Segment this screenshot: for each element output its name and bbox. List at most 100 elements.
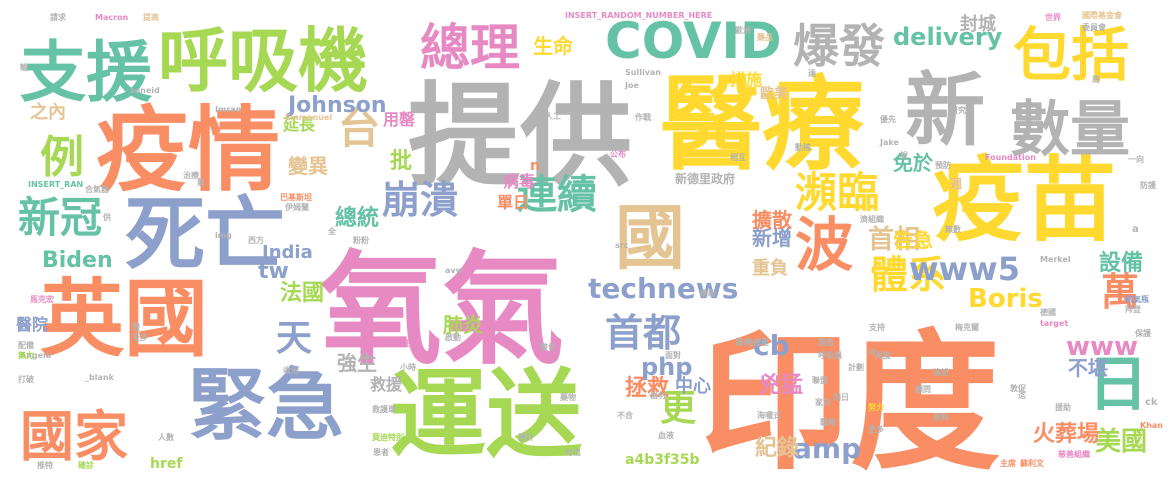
cloud-word: 國際基金會: [1082, 10, 1123, 20]
cloud-word: 肺炎: [443, 313, 483, 337]
cloud-word: 延長: [282, 115, 316, 134]
cloud-word: 提高: [143, 12, 159, 22]
cloud-word: 擴散: [752, 208, 793, 232]
cloud-word: 歐美: [760, 85, 789, 102]
cloud-word: amp: [793, 432, 861, 465]
cloud-word: 崩潰: [382, 178, 458, 222]
cloud-word: Joe: [624, 81, 639, 90]
cloud-word: 拯救: [625, 376, 669, 401]
cloud-word: n: [530, 158, 540, 174]
cloud-word: 死亡: [125, 188, 285, 281]
cloud-word: 原料: [933, 412, 949, 422]
cloud-word: 緊急: [188, 361, 344, 451]
cloud-word: 製造: [817, 337, 834, 347]
cloud-word: 更: [660, 388, 697, 429]
cloud-word: 至多: [132, 332, 148, 342]
cloud-word: 世界: [1045, 12, 1062, 22]
cloud-word: 美國: [1095, 426, 1147, 457]
cloud-word: avw: [445, 266, 464, 275]
cloud-word: 波: [795, 211, 853, 279]
cloud-word: 確診: [78, 460, 95, 470]
cloud-word: 努力: [868, 402, 884, 412]
cloud-word: 支持: [868, 322, 885, 332]
cloud-word: 週: [950, 176, 962, 191]
cloud-word: 德國: [1040, 307, 1056, 317]
cloud-word: Macron: [95, 13, 129, 22]
cloud-word: target: [1040, 319, 1068, 328]
cloud-word: tw: [258, 259, 289, 284]
cloud-word: 收治: [283, 365, 299, 375]
cloud-word: 再度: [875, 350, 892, 360]
cloud-word: INSERT_RANDOM_NUMBER_HERE: [565, 11, 712, 20]
cloud-word: delivery: [893, 23, 1003, 51]
cloud-word: 預防: [935, 160, 951, 170]
cloud-word: 中心: [675, 375, 711, 397]
cloud-word: 馬克宏: [30, 294, 54, 304]
cloud-word: 新: [905, 64, 985, 157]
cloud-word: 設備: [1099, 250, 1143, 276]
cloud-word: 氧氣: [320, 239, 564, 381]
cloud-word: 紀錄: [755, 435, 799, 461]
cloud-word: 氣: [197, 177, 205, 187]
cloud-word: 人數: [158, 432, 174, 442]
cloud-word: 更多: [868, 424, 884, 434]
cloud-word: 優先: [879, 114, 896, 124]
cloud-word: 顧問: [915, 384, 931, 394]
cloud-word: 重負: [752, 257, 788, 279]
cloud-word: 巴基斯坦: [280, 192, 312, 202]
cloud-word: Jake: [879, 138, 899, 147]
cloud-word: 首都: [605, 311, 681, 355]
cloud-word: 英國: [40, 270, 208, 368]
cloud-word: 濟組織: [860, 214, 884, 224]
cloud-word: 火葬場: [1033, 421, 1099, 447]
cloud-word: 救援: [370, 375, 403, 394]
cloud-word: 攜手: [735, 337, 751, 347]
cloud-word: href: [150, 456, 183, 472]
cloud-word: 全: [327, 226, 337, 236]
cloud-word: _blank: [85, 373, 115, 382]
cloud-word: 聯盟: [812, 375, 828, 385]
cloud-word: 強生: [337, 351, 377, 375]
cloud-word: 伊姆蘭: [284, 202, 309, 212]
cloud-word: Merkel: [1040, 255, 1071, 264]
cloud-word: 月: [867, 348, 876, 357]
cloud-word: 血液: [658, 430, 674, 440]
cloud-word: 慈善組織: [1058, 449, 1090, 459]
cloud-word: 運送: [390, 359, 582, 471]
cloud-word: 面對: [665, 350, 681, 360]
cloud-word: 無數: [945, 224, 961, 234]
cloud-word: 呼吸器: [818, 350, 843, 360]
cloud-word: 作戰: [635, 112, 651, 122]
cloud-word: 家計: [815, 397, 831, 407]
cloud-word: Emmanuel: [285, 113, 332, 122]
cloud-word: Foundation: [985, 153, 1036, 162]
cloud-word: 計劃: [848, 362, 864, 372]
cloud-word: 國家: [20, 405, 128, 468]
cloud-word: www5: [909, 250, 1020, 288]
cloud-word: 無力: [18, 350, 34, 360]
cloud-word: a: [1132, 224, 1139, 235]
cloud-word: 新冠: [18, 193, 102, 242]
cloud-word: 新德里政府: [675, 171, 735, 186]
cloud-word: 蘇利文: [1019, 458, 1045, 468]
cloud-word: 兇猛: [758, 372, 803, 398]
cloud-word: 不合: [617, 410, 634, 420]
cloud-word: ck: [1145, 397, 1158, 408]
cloud-word: 推特: [37, 460, 53, 470]
cloud-word: 瀕臨: [795, 168, 879, 217]
cloud-word: 新增: [752, 226, 792, 250]
cloud-word: 公布: [610, 149, 626, 159]
cloud-word: 數量: [1010, 95, 1130, 165]
cloud-word: 告急: [893, 228, 933, 252]
cloud-word: cb: [753, 329, 790, 362]
cloud-word: 台: [338, 104, 380, 153]
cloud-word: 一向: [1128, 154, 1144, 164]
cloud-word: 提供: [408, 72, 632, 202]
cloud-word: 單日: [497, 193, 529, 212]
cloud-word: www: [1066, 332, 1138, 362]
cloud-word: 疫苗: [932, 147, 1116, 254]
cloud-word: 人工: [545, 111, 561, 121]
cloud-word: php: [641, 353, 692, 381]
cloud-word: 萬: [1101, 270, 1139, 314]
cloud-word: 免於: [893, 151, 934, 175]
